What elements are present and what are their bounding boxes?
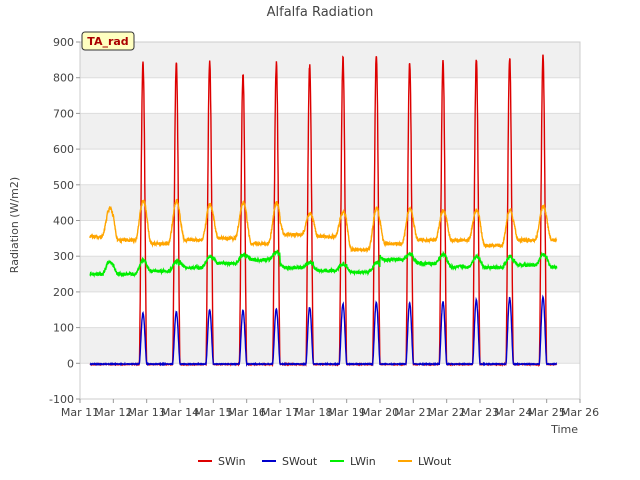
x-tick-label: Mar 13 bbox=[128, 406, 166, 419]
legend: SWin SWout LWin LWout bbox=[198, 455, 452, 468]
y-axis-ticks: -100 0 100 200 300 400 500 600 700 800 900 bbox=[49, 36, 80, 406]
band bbox=[80, 184, 580, 221]
x-tick-label: Mar 14 bbox=[161, 406, 199, 419]
series-line-swout bbox=[89, 294, 558, 368]
y-tick-label: 400 bbox=[53, 215, 74, 228]
band bbox=[80, 113, 580, 150]
x-axis-label: Time bbox=[550, 423, 578, 436]
y-axis-label: Radiation (W/m2) bbox=[8, 177, 21, 273]
y-tick-label: 600 bbox=[53, 143, 74, 156]
x-tick-label: Mar 11 bbox=[61, 406, 99, 419]
series-line-lwout bbox=[89, 198, 558, 254]
legend-label-lwin: LWin bbox=[350, 455, 376, 468]
x-tick-label: Mar 20 bbox=[361, 406, 399, 419]
ta-rad-badge: TA_rad bbox=[81, 31, 135, 51]
x-tick-label: Mar 16 bbox=[228, 406, 266, 419]
y-tick-label: 300 bbox=[53, 250, 74, 263]
y-tick-label: 200 bbox=[53, 286, 74, 299]
x-tick-label: Mar 15 bbox=[194, 406, 232, 419]
x-tick-label: Mar 12 bbox=[94, 406, 132, 419]
x-tick-label: Mar 24 bbox=[494, 406, 532, 419]
band bbox=[80, 256, 580, 292]
x-tick-label: Mar 21 bbox=[394, 406, 432, 419]
legend-label-swin: SWin bbox=[218, 455, 246, 468]
x-tick-label: Mar 26 bbox=[561, 406, 599, 419]
chart-title: Alfalfa Radiation bbox=[267, 5, 374, 20]
x-tick-label: Mar 23 bbox=[461, 406, 499, 419]
x-tick-label: Mar 25 bbox=[528, 406, 566, 419]
y-tick-label: 0 bbox=[67, 357, 74, 370]
x-tick-label: Mar 17 bbox=[261, 406, 299, 419]
x-tick-label: Mar 22 bbox=[428, 406, 466, 419]
y-tick-label: 800 bbox=[53, 72, 74, 85]
y-tick-label: 700 bbox=[53, 107, 74, 120]
badge-box bbox=[81, 31, 135, 51]
badge-label: TA_rad bbox=[87, 35, 128, 48]
legend-label-swout: SWout bbox=[282, 455, 318, 468]
plot-background-bands bbox=[80, 42, 580, 364]
x-tick-label: Mar 18 bbox=[294, 406, 332, 419]
y-tick-label: 900 bbox=[53, 36, 74, 49]
legend-label-lwout: LWout bbox=[418, 455, 452, 468]
y-tick-label: 100 bbox=[53, 322, 74, 335]
band bbox=[80, 42, 580, 78]
x-tick-label: Mar 19 bbox=[328, 406, 366, 419]
y-tick-label: 500 bbox=[53, 179, 74, 192]
y-tick-label: -100 bbox=[49, 393, 74, 406]
series-lines bbox=[89, 54, 558, 368]
band bbox=[80, 327, 580, 364]
series-line-lwin bbox=[89, 249, 558, 278]
